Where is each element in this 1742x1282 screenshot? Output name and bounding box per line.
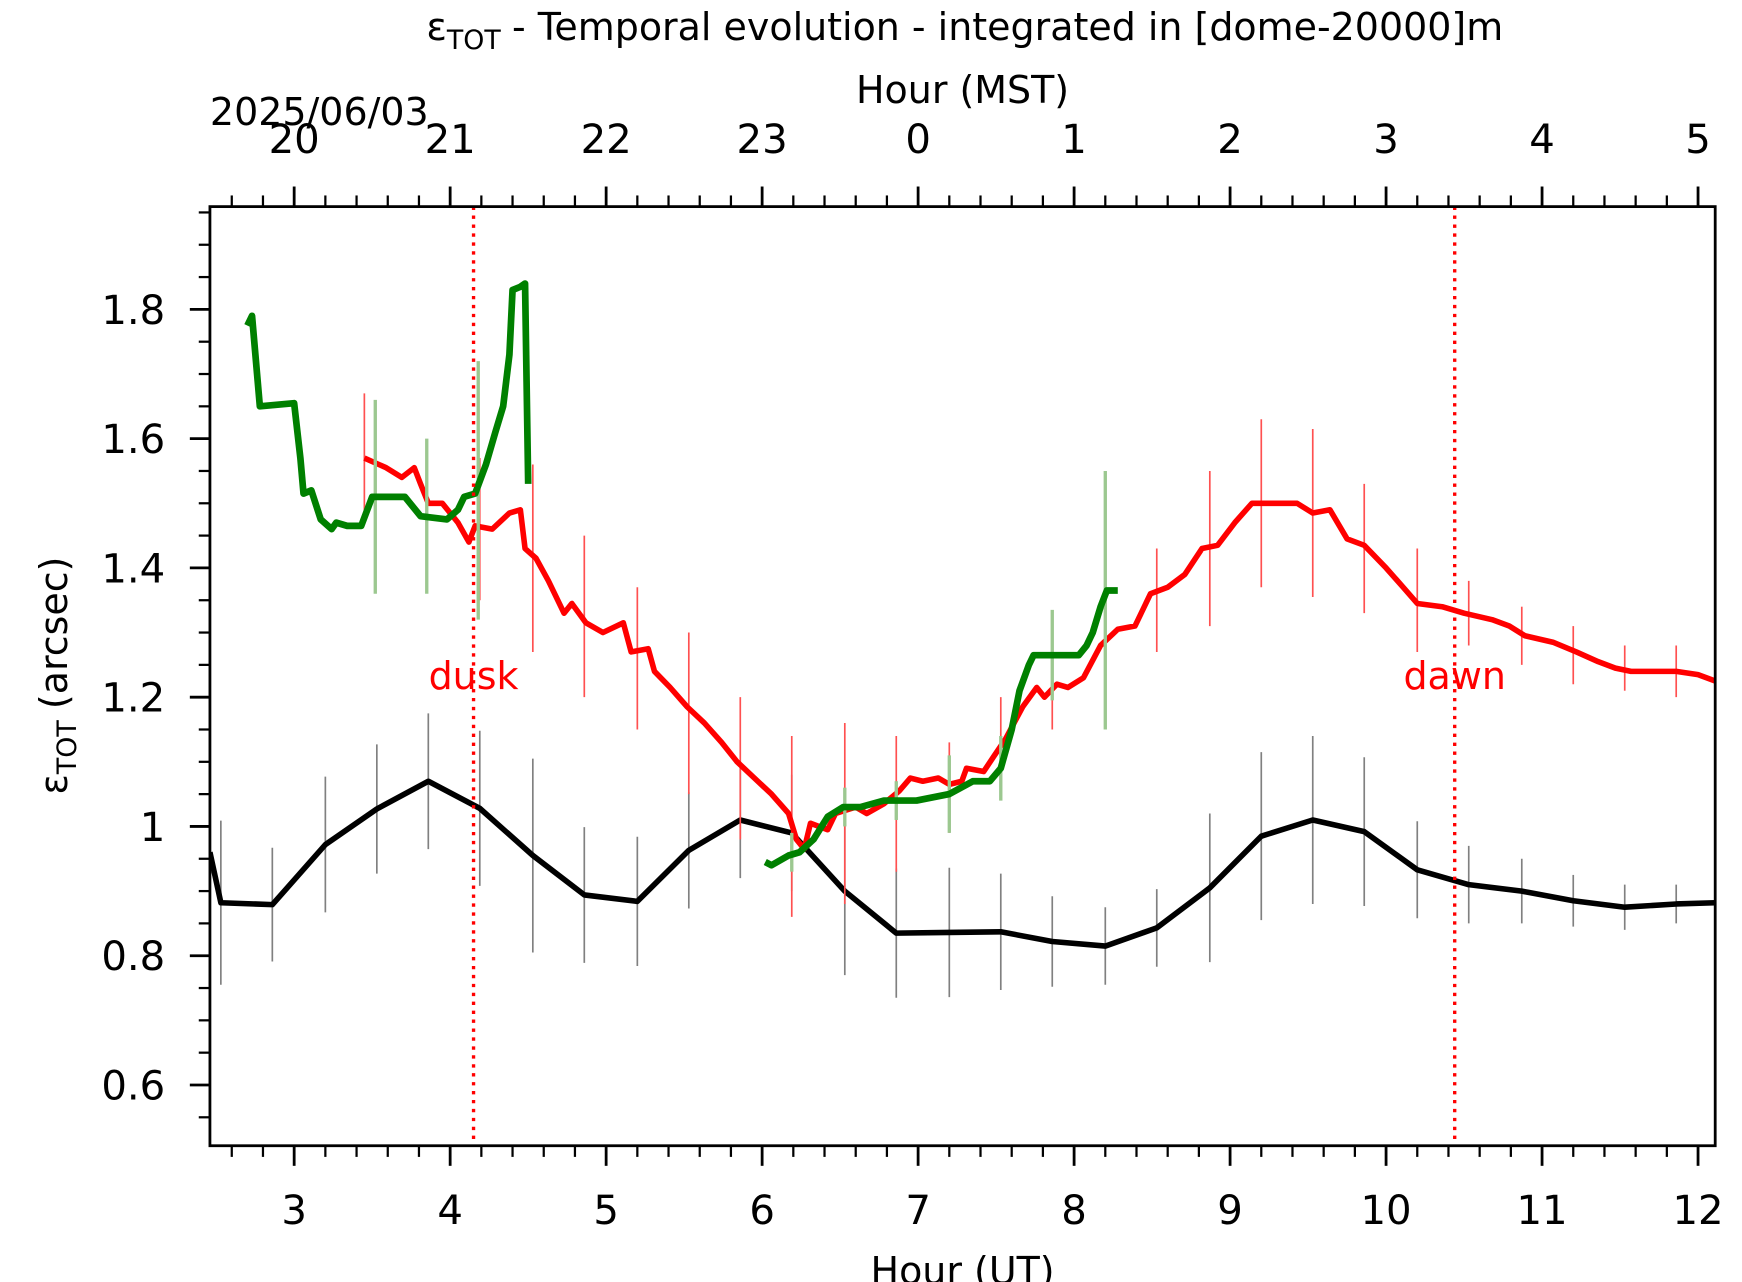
plot-frame	[208, 205, 1717, 1148]
y-tick-label: 0.8	[101, 934, 165, 980]
x-tick-label: 5	[593, 1188, 619, 1234]
x2-tick-label: 1	[1061, 117, 1087, 163]
series-line	[244, 280, 1118, 869]
y-tick-label: 1.2	[101, 676, 165, 722]
x-tick-label: 9	[1217, 1188, 1243, 1234]
series-line	[209, 778, 1716, 949]
y-tick-label: 0.6	[101, 1063, 165, 1109]
ylabel-symbol: ε	[32, 774, 76, 795]
vline-label: dusk	[429, 654, 519, 698]
x2-tick-label: 2	[1217, 117, 1243, 163]
ylabel-text: (arcsec)	[32, 557, 76, 710]
y-tick-label: 1.4	[101, 546, 165, 592]
x-axis-label: Hour (UT)	[871, 1249, 1055, 1282]
y-tick-label: 1.8	[101, 288, 165, 334]
vline-label: dawn	[1403, 654, 1505, 698]
x-tick-label: 7	[905, 1188, 931, 1234]
x-tick-label: 6	[749, 1188, 775, 1234]
y-tick-label: 1.6	[101, 417, 165, 463]
x2-tick-label: 22	[581, 117, 632, 163]
title-symbol: ε	[426, 5, 447, 49]
y-axis-label: εTOT (arcsec)	[32, 557, 83, 795]
x2-tick-label: 0	[905, 117, 931, 163]
date-label: 2025/06/03	[210, 90, 429, 134]
x2-tick-label: 5	[1685, 117, 1711, 163]
x2-tick-label: 23	[737, 117, 788, 163]
x2-tick-label: 4	[1529, 117, 1555, 163]
plot-area	[209, 280, 1716, 998]
x-tick-label: 12	[1672, 1188, 1723, 1234]
title-subscript: TOT	[446, 25, 501, 56]
chart-title: εTOT - Temporal evolution - integrated in…	[426, 5, 1503, 56]
x-tick-label: 11	[1516, 1188, 1567, 1234]
y-tick-label: 1	[140, 805, 166, 851]
x-tick-label: 4	[437, 1188, 463, 1234]
x-tick-label: 10	[1360, 1188, 1411, 1234]
x2-tick-label: 3	[1373, 117, 1399, 163]
x-tick-label: 3	[281, 1188, 307, 1234]
x2-axis-label: Hour (MST)	[856, 68, 1069, 112]
ylabel-subscript: TOT	[52, 720, 83, 775]
x-tick-label: 8	[1061, 1188, 1087, 1234]
x2-tick-label: 21	[425, 117, 476, 163]
title-text: - Temporal evolution - integrated in [do…	[512, 5, 1503, 49]
x2-tick-label: 20	[269, 117, 320, 163]
